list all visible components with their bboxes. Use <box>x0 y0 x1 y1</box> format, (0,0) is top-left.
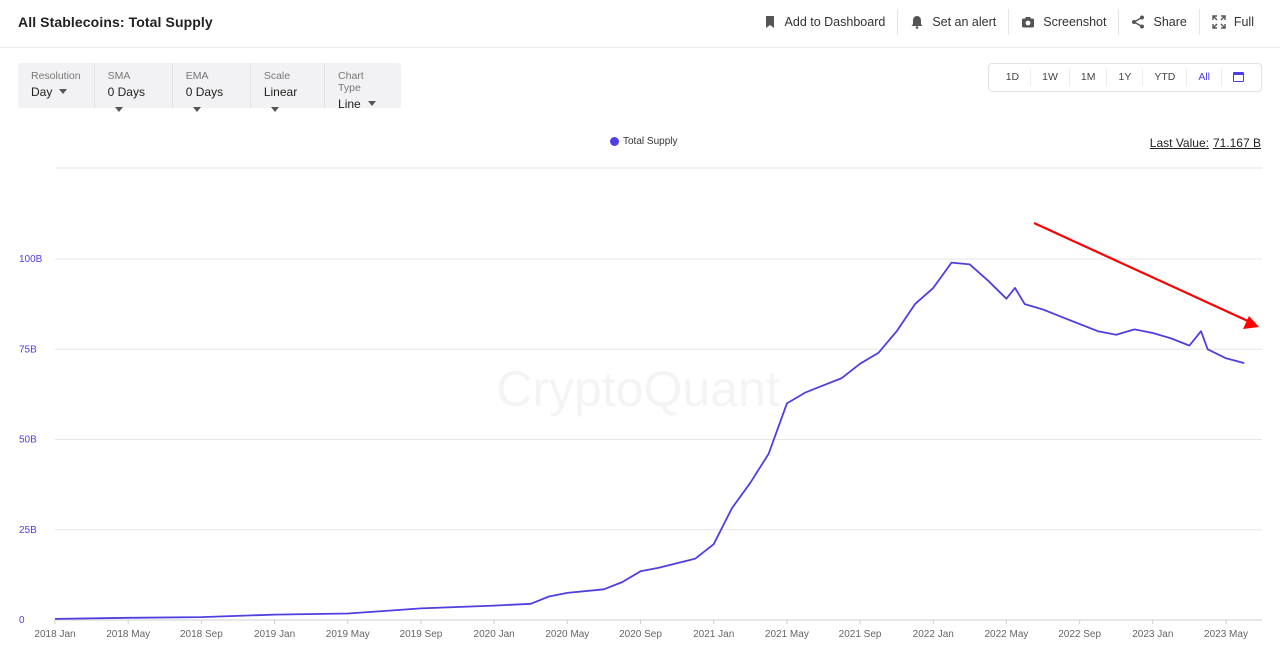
legend-label: Total Supply <box>623 136 678 147</box>
chart-settings: Resolution Day SMA 0 Days EMA 0 Days Sca… <box>18 63 401 113</box>
caret-down-icon <box>270 107 279 113</box>
trend-arrow-line <box>1033 222 1251 323</box>
ema-select[interactable]: EMA 0 Days <box>171 63 250 113</box>
range-all[interactable]: All <box>1186 69 1221 86</box>
x-tick-label: 2021 Sep <box>839 629 882 640</box>
caret-down-icon <box>192 107 201 113</box>
y-tick-label: 100B <box>19 254 43 265</box>
watermark: CryptoQuant <box>496 361 780 417</box>
x-tick-label: 2021 Jan <box>693 629 734 640</box>
x-axis: 2018 Jan 2018 May 2018 Sep 2019 Jan 2019 May… <box>34 620 1248 640</box>
page-title: All Stablecoins: Total Supply <box>18 14 213 30</box>
caret-down-icon <box>367 101 376 107</box>
fullscreen-icon <box>1212 15 1226 29</box>
chart-type-select[interactable]: Chart Type Line <box>324 63 401 111</box>
share-button[interactable]: Share <box>1118 9 1198 35</box>
range-1d[interactable]: 1D <box>1005 71 1020 83</box>
chart-legend[interactable]: Total Supply <box>610 136 677 147</box>
range-1w[interactable]: 1W <box>1030 69 1069 86</box>
x-tick-label: 2022 May <box>984 629 1028 640</box>
caret-down-icon <box>59 89 68 95</box>
x-tick-label: 2021 May <box>765 629 809 640</box>
range-ytd[interactable]: YTD <box>1142 69 1186 86</box>
share-icon <box>1132 15 1145 29</box>
total-supply-line <box>54 261 1245 620</box>
calendar-icon <box>1233 72 1244 83</box>
caret-down-icon <box>114 107 123 113</box>
scale-select[interactable]: Scale Linear <box>249 63 324 113</box>
y-tick-label: 50B <box>19 435 37 446</box>
add-to-dashboard-button[interactable]: Add to Dashboard <box>751 9 898 35</box>
legend-swatch <box>610 137 619 146</box>
x-tick-label: 2018 May <box>106 629 150 640</box>
bell-icon <box>911 16 923 29</box>
x-tick-label: 2018 Jan <box>34 629 75 640</box>
range-1m[interactable]: 1M <box>1068 69 1107 86</box>
chart-grid <box>55 167 1262 621</box>
resolution-select[interactable]: Resolution Day <box>31 70 81 99</box>
camera-icon <box>1022 17 1035 28</box>
chart-header: All Stablecoins: Total Supply Add to Das… <box>0 0 1280 48</box>
y-tick-label: 75B <box>19 344 37 355</box>
y-tick-label: 0 <box>19 615 25 626</box>
x-tick-label: 2023 Jan <box>1132 629 1173 640</box>
x-tick-label: 2019 Jan <box>254 629 295 640</box>
screenshot-button[interactable]: Screenshot <box>1008 9 1118 35</box>
x-tick-label: 2022 Sep <box>1058 629 1101 640</box>
header-actions: Add to Dashboard Set an alert Screenshot… <box>751 8 1266 36</box>
x-tick-label: 2019 Sep <box>400 629 443 640</box>
time-range-selector: 1D 1W 1M 1Y YTD All <box>987 63 1262 92</box>
trend-arrow-head <box>1243 316 1259 329</box>
y-axis: 0 25B 50B 75B 100B <box>19 254 43 626</box>
trend-arrow <box>1033 222 1259 329</box>
x-tick-label: 2020 May <box>545 629 589 640</box>
x-tick-label: 2020 Sep <box>619 629 662 640</box>
x-tick-label: 2020 Jan <box>474 629 515 640</box>
range-1y[interactable]: 1Y <box>1106 69 1142 86</box>
x-tick-label: 2023 May <box>1204 629 1248 640</box>
fullscreen-button[interactable]: Full <box>1198 9 1266 35</box>
bookmark-icon <box>765 16 774 28</box>
last-value[interactable]: Last Value: 71.167 B <box>1149 136 1261 150</box>
calendar-button[interactable] <box>1221 69 1255 86</box>
x-tick-label: 2022 Jan <box>913 629 954 640</box>
y-tick-label: 25B <box>19 525 37 536</box>
x-tick-label: 2018 Sep <box>180 629 223 640</box>
set-alert-button[interactable]: Set an alert <box>897 9 1008 35</box>
x-tick-label: 2019 May <box>326 629 370 640</box>
sma-select[interactable]: SMA 0 Days <box>93 63 172 113</box>
